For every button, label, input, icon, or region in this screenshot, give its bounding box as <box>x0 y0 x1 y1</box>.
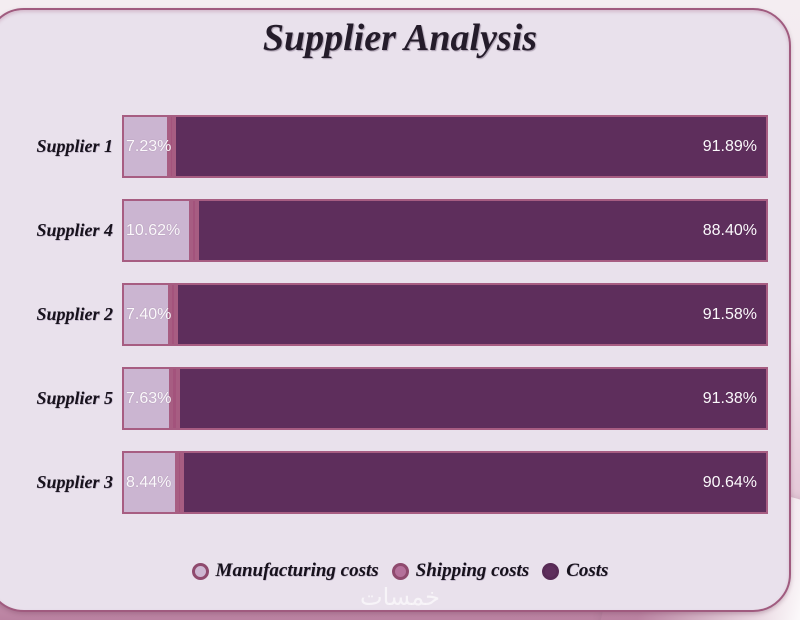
bar-segment-shipping-costs <box>171 367 178 430</box>
category-label: Supplier 5 <box>36 388 113 408</box>
value-label: 7.63% <box>126 389 172 407</box>
value-label: 7.23% <box>126 137 172 155</box>
bar-segment-costs: 91.89% <box>174 115 768 178</box>
category-label: Supplier 1 <box>36 136 113 156</box>
legend: Manufacturing costs Shipping costs Costs <box>0 556 800 586</box>
legend-item-manufacturing-costs: Manufacturing costs <box>191 560 379 582</box>
bar-segment-costs: 90.64% <box>182 451 768 514</box>
legend-label: Manufacturing costs <box>215 560 379 581</box>
chart-row: Supplier 1 7.23% 91.89% <box>0 115 800 178</box>
legend-item-costs: Costs <box>542 560 608 582</box>
value-label: 88.40% <box>702 221 757 239</box>
bar-segment-shipping-costs <box>176 451 183 514</box>
stacked-bar: 7.63% 91.38% <box>122 367 768 430</box>
chart-row: Supplier 2 7.40% 91.58% <box>0 283 800 346</box>
bar-segment-shipping-costs <box>168 115 175 178</box>
stacked-bar: 7.40% 91.58% <box>122 283 768 346</box>
bar-segment-costs: 88.40% <box>196 199 768 262</box>
stacked-bar: 8.44% 90.64% <box>122 451 768 514</box>
value-label: 91.89% <box>702 137 757 155</box>
value-label: 8.44% <box>126 473 172 491</box>
category-label: Supplier 4 <box>36 220 113 240</box>
bar-segment-manufacturing-costs: 7.40% <box>122 283 172 346</box>
value-label: 7.40% <box>126 305 172 323</box>
legend-marker-icon <box>191 562 209 580</box>
bar-segment-manufacturing-costs: 7.23% <box>122 115 172 178</box>
bar-segment-costs: 91.38% <box>177 367 768 430</box>
chart-row: Supplier 3 8.44% 90.64% <box>0 451 800 514</box>
bar-segment-costs: 91.58% <box>176 283 768 346</box>
value-label: 90.64% <box>702 473 757 491</box>
category-label: Supplier 2 <box>36 304 113 324</box>
bar-segment-shipping-costs <box>190 199 197 262</box>
chart-title: Supplier Analysis <box>262 17 538 59</box>
bar-segment-manufacturing-costs: 8.44% <box>122 451 177 514</box>
stacked-bar: 10.62% 88.40% <box>122 199 768 262</box>
value-label: 91.58% <box>702 305 757 323</box>
value-label: 10.62% <box>126 221 181 239</box>
chart-row: Supplier 4 10.62% 88.40% <box>0 199 800 262</box>
legend-label: Shipping costs <box>415 560 530 581</box>
value-label: 91.38% <box>702 389 757 407</box>
legend-label: Costs <box>566 560 609 581</box>
legend-marker-icon <box>542 562 560 580</box>
legend-item-shipping-costs: Shipping costs <box>391 560 530 582</box>
stacked-bar: 7.23% 91.89% <box>122 115 768 178</box>
bar-segment-manufacturing-costs: 7.63% <box>122 367 171 430</box>
bar-segment-manufacturing-costs: 10.62% <box>122 199 191 262</box>
chart-row: Supplier 5 7.63% 91.38% <box>0 367 800 430</box>
bar-segment-shipping-costs <box>169 283 177 346</box>
legend-marker-icon <box>391 562 409 580</box>
category-label: Supplier 3 <box>36 472 113 492</box>
